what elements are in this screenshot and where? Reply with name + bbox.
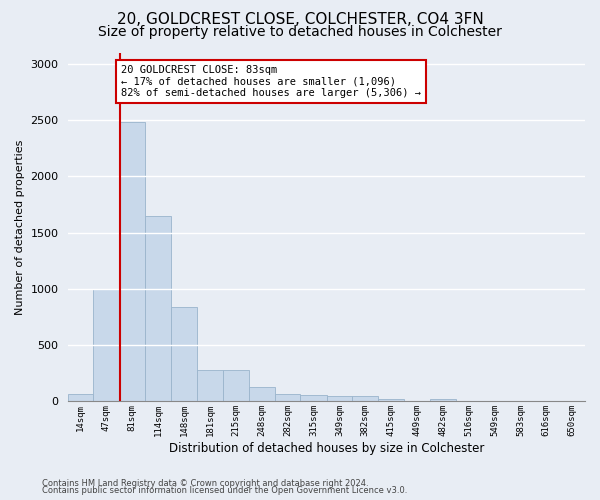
Bar [352,396,378,402]
Bar [197,370,223,402]
Bar [327,396,352,402]
Y-axis label: Number of detached properties: Number of detached properties [15,140,25,314]
Text: 20, GOLDCREST CLOSE, COLCHESTER, CO4 3FN: 20, GOLDCREST CLOSE, COLCHESTER, CO4 3FN [116,12,484,28]
Bar [301,395,327,402]
Bar [248,387,275,402]
Text: 20 GOLDCREST CLOSE: 83sqm
← 17% of detached houses are smaller (1,096)
82% of se: 20 GOLDCREST CLOSE: 83sqm ← 17% of detac… [121,65,421,98]
Bar [275,394,301,402]
Bar [93,289,119,402]
Bar [430,399,456,402]
X-axis label: Distribution of detached houses by size in Colchester: Distribution of detached houses by size … [169,442,484,455]
Bar [119,122,145,402]
Bar [145,216,172,402]
Bar [68,394,93,402]
Text: Contains public sector information licensed under the Open Government Licence v3: Contains public sector information licen… [42,486,407,495]
Bar [378,399,404,402]
Bar [223,370,248,402]
Text: Size of property relative to detached houses in Colchester: Size of property relative to detached ho… [98,25,502,39]
Bar [172,307,197,402]
Text: Contains HM Land Registry data © Crown copyright and database right 2024.: Contains HM Land Registry data © Crown c… [42,478,368,488]
